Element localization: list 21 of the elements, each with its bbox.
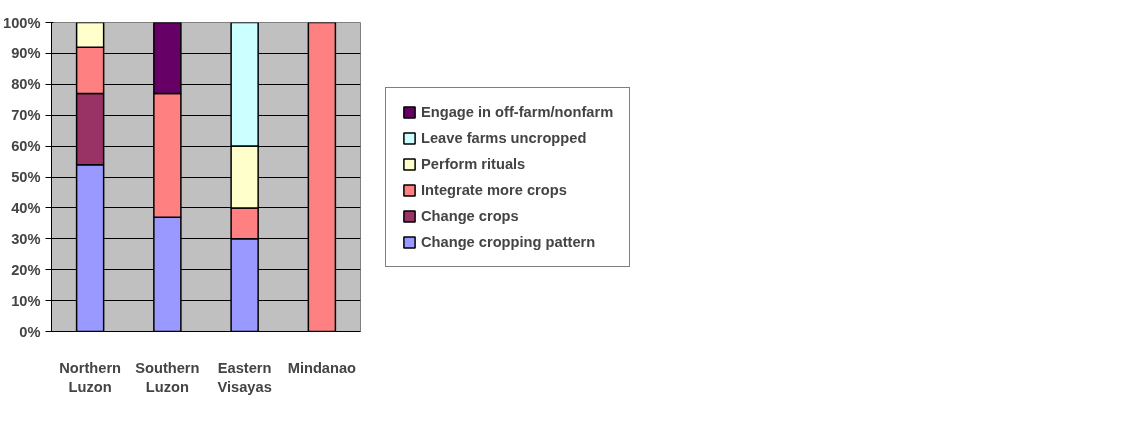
y-tick-label: 10% (11, 292, 41, 309)
y-tick-label: 90% (11, 45, 41, 62)
x-tick-label: Northern Luzon (59, 359, 122, 395)
y-tick-label: 40% (11, 199, 41, 216)
legend-label: Change cropping pattern (421, 233, 596, 250)
y-tick-label: 60% (11, 138, 41, 155)
legend-label: Leave farms uncropped (421, 129, 587, 146)
x-tick-label: Eastern Visayas (217, 359, 272, 395)
y-tick-label: 20% (11, 261, 41, 278)
y-tick-label: 30% (11, 230, 41, 247)
y-tick-label: 50% (11, 169, 41, 185)
legend-label: Integrate more crops (421, 181, 567, 198)
x-tick-label: Mindanao (287, 359, 357, 376)
x-tick-label: Southern Luzon (135, 359, 200, 395)
y-tick-label: 0% (19, 323, 41, 340)
y-tick-label: 80% (11, 76, 41, 93)
y-tick-label: 70% (11, 107, 41, 124)
legend-label: Engage in off-farm/nonfarm (421, 103, 614, 120)
y-tick-label: 100% (3, 14, 41, 31)
legend-label: Change crops (421, 207, 519, 224)
legend-label: Perform rituals (421, 155, 526, 172)
